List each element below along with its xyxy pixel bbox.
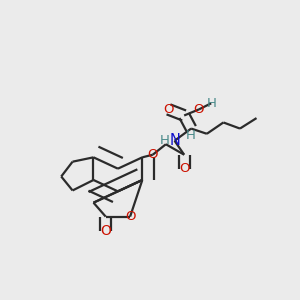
Text: O: O xyxy=(163,103,174,116)
Text: O: O xyxy=(125,210,135,223)
Text: O: O xyxy=(148,148,158,161)
Text: N: N xyxy=(169,133,180,148)
Text: H: H xyxy=(206,97,216,110)
Text: H: H xyxy=(186,129,196,142)
Text: H: H xyxy=(160,134,170,147)
Text: O: O xyxy=(179,162,189,175)
Text: O: O xyxy=(194,103,204,116)
Text: O: O xyxy=(100,224,111,239)
